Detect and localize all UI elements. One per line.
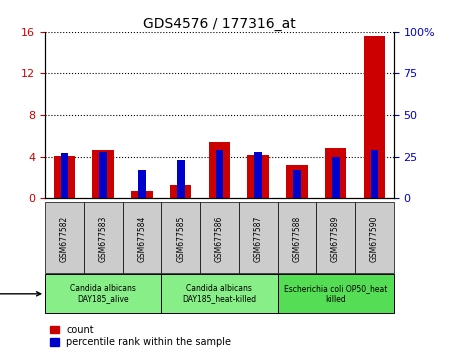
Bar xyxy=(278,202,316,273)
Bar xyxy=(99,152,107,198)
Text: GSM677586: GSM677586 xyxy=(215,215,224,262)
Text: GSM677582: GSM677582 xyxy=(60,216,69,262)
Bar xyxy=(293,170,301,198)
Bar xyxy=(355,202,394,273)
Bar xyxy=(325,148,346,198)
Text: Candida albicans
DAY185_alive: Candida albicans DAY185_alive xyxy=(70,284,136,303)
Bar xyxy=(254,152,262,198)
Text: GSM677590: GSM677590 xyxy=(370,215,379,262)
Text: GSM677585: GSM677585 xyxy=(176,215,185,262)
Bar xyxy=(122,202,161,273)
Text: GSM677584: GSM677584 xyxy=(137,215,146,262)
Text: Candida albicans
DAY185_heat-killed: Candida albicans DAY185_heat-killed xyxy=(182,284,256,303)
Bar xyxy=(45,202,84,273)
Bar xyxy=(161,202,200,273)
Bar xyxy=(239,202,278,273)
Bar xyxy=(216,150,223,198)
Bar xyxy=(370,150,378,198)
Bar xyxy=(92,150,114,198)
Bar xyxy=(286,165,307,198)
Bar xyxy=(209,142,230,198)
Bar xyxy=(138,170,146,198)
Bar xyxy=(278,274,394,313)
Text: Escherichia coli OP50_heat
killed: Escherichia coli OP50_heat killed xyxy=(284,284,387,303)
Text: GSM677588: GSM677588 xyxy=(292,216,302,262)
Legend: count, percentile rank within the sample: count, percentile rank within the sample xyxy=(50,325,231,347)
Bar xyxy=(177,160,184,198)
Bar xyxy=(60,153,68,198)
Text: infection: infection xyxy=(0,289,40,299)
Text: GSM677583: GSM677583 xyxy=(99,215,108,262)
Bar xyxy=(54,156,75,198)
Bar xyxy=(200,202,239,273)
Bar xyxy=(161,274,278,313)
Bar xyxy=(248,155,269,198)
Bar xyxy=(84,202,122,273)
Bar xyxy=(131,191,153,198)
Bar xyxy=(170,185,191,198)
Bar xyxy=(332,156,339,198)
Bar xyxy=(45,274,161,313)
Bar xyxy=(316,202,355,273)
Text: GSM677587: GSM677587 xyxy=(254,215,263,262)
Text: GSM677589: GSM677589 xyxy=(331,215,340,262)
Title: GDS4576 / 177316_at: GDS4576 / 177316_at xyxy=(143,17,296,31)
Bar xyxy=(364,36,385,198)
